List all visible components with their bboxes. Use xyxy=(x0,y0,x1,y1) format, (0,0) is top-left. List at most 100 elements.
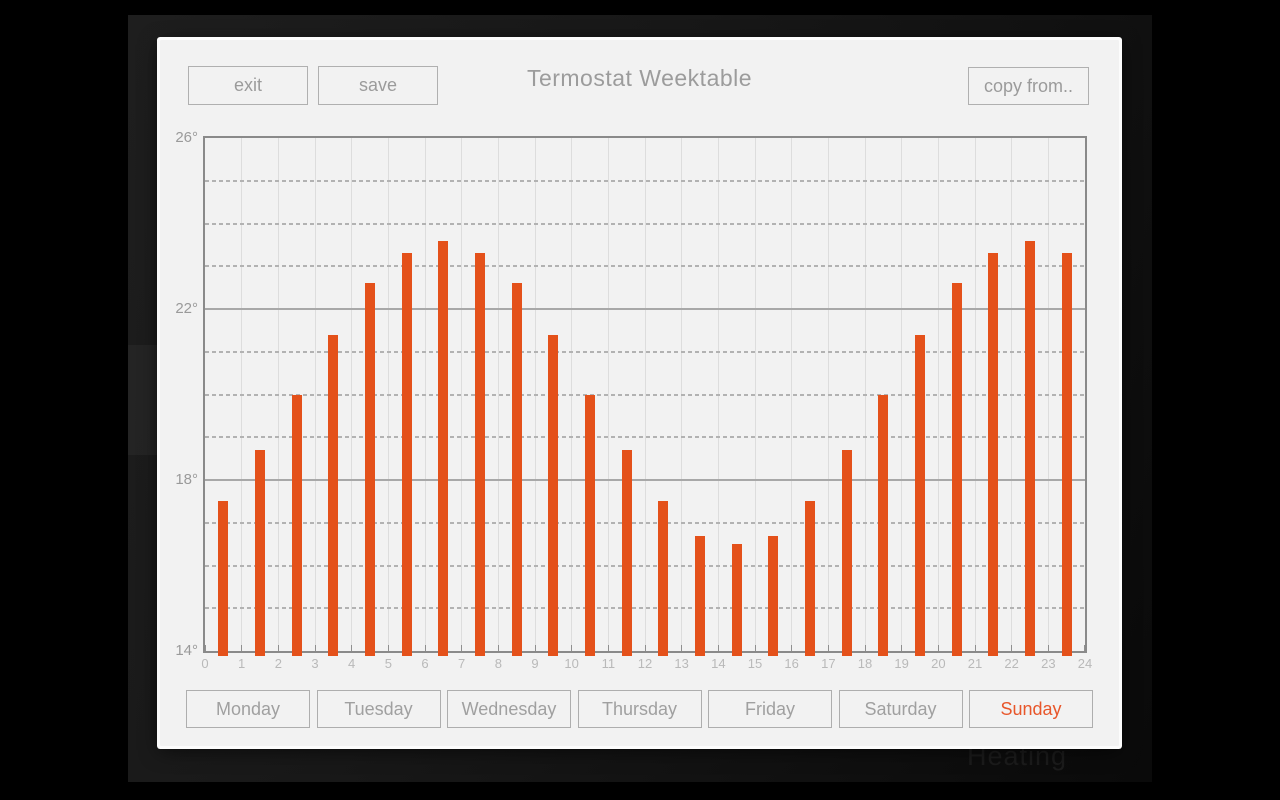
x-tick-label: 2 xyxy=(274,656,282,671)
x-tick-label: 21 xyxy=(967,656,983,671)
x-tick-mark xyxy=(351,645,353,651)
bar-hour-21[interactable] xyxy=(988,253,999,656)
x-tick-label: 17 xyxy=(821,656,836,671)
background-heating-label: Heating xyxy=(967,741,1068,771)
x-tick-mark xyxy=(754,645,756,651)
x-tick-mark xyxy=(791,645,793,651)
bar-hour-18[interactable] xyxy=(878,394,889,656)
x-tick-label: 20 xyxy=(931,656,946,671)
x-tick-mark xyxy=(387,645,389,651)
weektable-dialog: exit save Termostat Weektable copy from.… xyxy=(160,40,1119,746)
bar-hour-14[interactable] xyxy=(731,544,742,656)
x-tick-label: 4 xyxy=(348,656,356,671)
x-tick-mark xyxy=(497,645,499,651)
x-tick-mark xyxy=(314,645,316,651)
bar-hour-22[interactable] xyxy=(1025,240,1035,656)
bar-hour-6[interactable] xyxy=(438,240,449,656)
x-tick-label: 16 xyxy=(784,656,799,671)
x-tick-label: 14 xyxy=(711,656,726,671)
bar-hour-16[interactable] xyxy=(805,501,815,656)
x-tick-label: 8 xyxy=(494,656,502,671)
minor-gridline xyxy=(205,564,1085,567)
x-tick-label: 0 xyxy=(201,656,209,671)
x-tick-label: 3 xyxy=(311,656,319,671)
bar-hour-0[interactable] xyxy=(218,501,229,656)
day-tab-saturday[interactable]: Saturday xyxy=(838,690,963,728)
x-tick-mark xyxy=(681,645,683,651)
x-tick-mark xyxy=(717,645,719,651)
temperature-chart: 0 1 2 3 4 5 6 7 8 9 10 11 12 13 14 15 16 17 18 19 20 21 22 23 24… xyxy=(160,40,1119,746)
bar-hour-19[interactable] xyxy=(915,334,925,656)
x-tick-label: 19 xyxy=(894,656,909,671)
bar-hour-9[interactable] xyxy=(548,334,559,656)
x-tick-label: 18 xyxy=(857,656,873,671)
day-tab-tuesday[interactable]: Tuesday xyxy=(316,690,441,728)
y-tick-label: 22° xyxy=(175,300,198,317)
x-tick-label: 10 xyxy=(564,656,579,671)
bar-hour-12[interactable] xyxy=(658,501,669,656)
bar-hour-7[interactable] xyxy=(475,253,485,656)
x-tick-mark xyxy=(1047,645,1049,651)
x-tick-mark xyxy=(205,645,206,651)
x-tick-mark xyxy=(974,645,976,651)
bar-hour-13[interactable] xyxy=(695,535,705,656)
exit-button[interactable]: exit xyxy=(188,66,308,105)
bar-hour-23[interactable] xyxy=(1061,253,1072,656)
minor-gridline xyxy=(205,222,1085,225)
bar-hour-5[interactable] xyxy=(401,253,412,656)
x-tick-label: 15 xyxy=(747,656,763,671)
x-tick-mark xyxy=(644,645,646,651)
chart-plot-area xyxy=(203,136,1087,656)
major-gridline xyxy=(205,308,1085,310)
major-gridline xyxy=(205,479,1085,481)
y-tick-label: 26° xyxy=(175,129,198,146)
minor-gridline xyxy=(205,179,1085,182)
x-tick-mark xyxy=(827,645,829,651)
x-tick-mark xyxy=(461,645,463,651)
bar-hour-3[interactable] xyxy=(328,334,339,656)
bar-hour-1[interactable] xyxy=(255,450,265,656)
day-tab-friday[interactable]: Friday xyxy=(708,690,832,728)
bar-hour-15[interactable] xyxy=(768,535,779,656)
bar-hour-20[interactable] xyxy=(951,283,962,656)
x-tick-mark xyxy=(241,645,243,651)
day-tab-monday[interactable]: Monday xyxy=(186,690,310,728)
x-tick-label: 22 xyxy=(1004,656,1019,671)
x-tick-label: 24 xyxy=(1077,656,1093,671)
bar-hour-10[interactable] xyxy=(585,394,595,656)
minor-gridline xyxy=(205,393,1085,396)
save-button[interactable]: save xyxy=(318,66,438,105)
day-tab-sunday[interactable]: Sunday xyxy=(969,690,1093,728)
minor-gridline xyxy=(205,436,1085,439)
day-tab-thursday[interactable]: Thursday xyxy=(577,690,702,728)
x-tick-label: 7 xyxy=(458,656,466,671)
x-tick-mark xyxy=(1011,645,1013,651)
backdrop-highlight xyxy=(128,345,162,455)
x-tick-mark xyxy=(937,645,939,651)
minor-gridline xyxy=(205,521,1085,524)
bar-hour-4[interactable] xyxy=(365,283,375,656)
bar-hour-11[interactable] xyxy=(621,450,632,656)
x-tick-label: 13 xyxy=(674,656,689,671)
x-tick-label: 6 xyxy=(421,656,429,671)
bar-hour-17[interactable] xyxy=(841,450,852,656)
x-tick-mark xyxy=(901,645,903,651)
x-tick-mark xyxy=(571,645,573,651)
bar-hour-2[interactable] xyxy=(291,394,302,656)
y-tick-label: 14° xyxy=(175,642,198,659)
x-tick-label: 1 xyxy=(238,656,246,671)
bar-hour-8[interactable] xyxy=(511,283,522,656)
y-tick-label: 18° xyxy=(175,471,198,488)
day-tabs: Monday Tuesday Wednesday Thursday Friday Satu… xyxy=(186,690,1093,728)
minor-gridline xyxy=(205,607,1085,610)
minor-gridline xyxy=(205,265,1085,268)
x-tick-label: 9 xyxy=(531,656,539,671)
x-tick-mark xyxy=(1084,645,1085,651)
copy-from-button[interactable]: copy from.. xyxy=(968,67,1089,105)
x-tick-label: 12 xyxy=(637,656,653,671)
day-tab-wednesday[interactable]: Wednesday xyxy=(447,690,571,728)
dialog-title: Termostat Weektable xyxy=(526,65,753,91)
x-tick-label: 23 xyxy=(1041,656,1056,671)
x-tick-mark xyxy=(864,645,866,651)
